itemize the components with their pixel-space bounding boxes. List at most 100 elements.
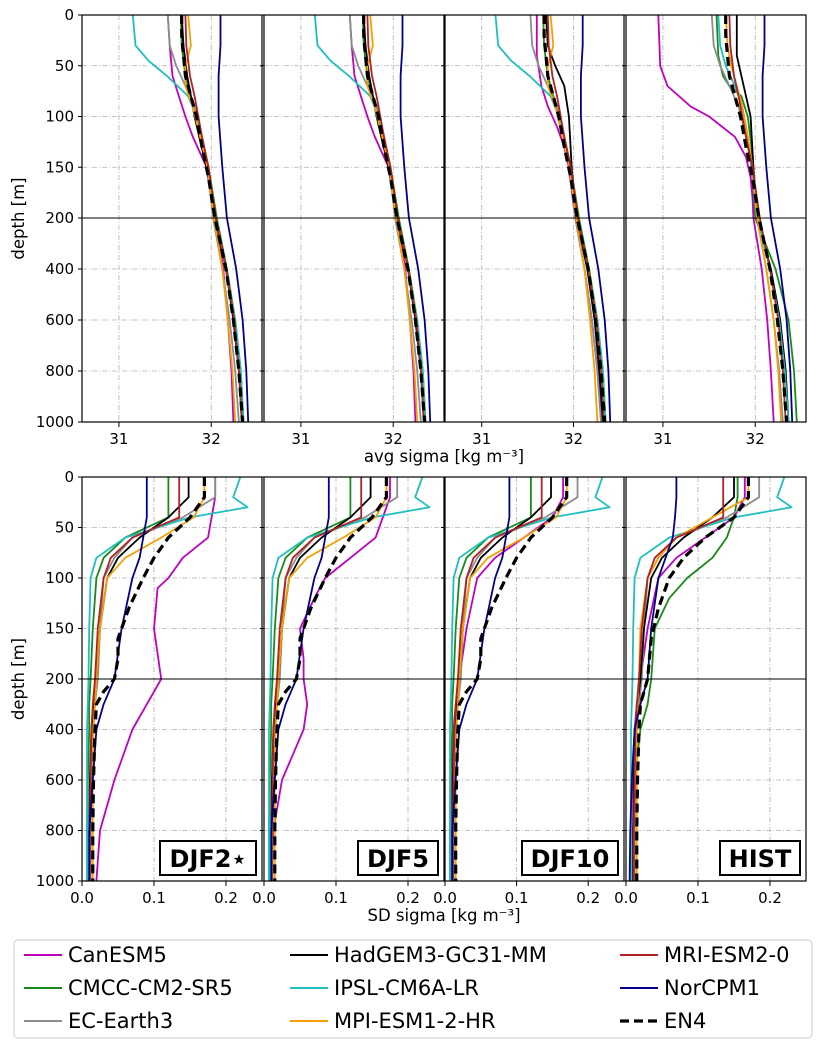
legend-label-hadgem3-gc31-mm: HadGEM3-GC31-MM: [334, 943, 547, 967]
y-axis-label: depth [m]: [9, 177, 28, 259]
x-tick-label: 32: [384, 430, 403, 448]
y-tick-label: 50: [55, 519, 74, 537]
series-line-en4: [542, 15, 607, 422]
panel-label-box: [719, 840, 801, 876]
series-line-norcpm1: [761, 15, 794, 422]
panel-label: DJF10: [531, 845, 610, 873]
legend-label-mri-esm2-0: MRI-ESM2-0: [664, 943, 790, 967]
legend-label-cmcc-cm2-sr5: CMCC-CM2-SR5: [68, 976, 233, 1000]
y-tick-label: 800: [45, 362, 74, 380]
x-tick-label: 0.0: [614, 889, 638, 907]
y-tick-label: 100: [45, 108, 74, 126]
series-line-en4: [273, 477, 388, 881]
series-line-norcpm1: [580, 15, 612, 422]
x-tick-label: 0.2: [758, 889, 782, 907]
legend-label-canesm5: CanESM5: [68, 943, 167, 967]
y-tick-label: 150: [45, 620, 74, 638]
x-tick-label: 32: [746, 430, 765, 448]
series-group: [628, 477, 793, 881]
y-tick-label: 800: [45, 822, 74, 840]
x-tick-label: 0.2: [214, 889, 238, 907]
x-tick-label: 32: [202, 430, 221, 448]
panel-avg-djf10: 31 32: [441, 14, 625, 448]
panel-sd-djf5: 0.0 0.1 0.2 DJF5: [252, 476, 445, 907]
series-line-norcpm1: [399, 15, 432, 422]
series-line-mri-esm2-0: [633, 477, 725, 881]
panel-label-box: [521, 840, 619, 876]
y-tick-label: 200: [45, 209, 74, 227]
y-tick-label: 0: [64, 468, 74, 486]
series-line-mri-esm2-0: [184, 15, 243, 422]
x-tick-label: 0.0: [252, 889, 276, 907]
series-line-canesm5: [657, 15, 775, 422]
series-line-norcpm1: [628, 477, 678, 881]
legend-label-mpi-esm1-2-hr: MPI-ESM1-2-HR: [334, 1009, 496, 1033]
series-line-mpi-esm1-2-hr: [546, 15, 599, 422]
series-line-norcpm1: [217, 15, 250, 422]
y-tick-label: 600: [45, 771, 74, 789]
series-line-mpi-esm1-2-hr: [184, 15, 237, 422]
y-tick-label: 400: [45, 260, 74, 278]
panel-avg-hist: 31 32: [622, 14, 807, 448]
series-line-norcpm1: [270, 477, 330, 881]
panel-label: HIST: [729, 845, 792, 873]
series-line-en4: [724, 15, 789, 422]
y-tick-label: 1000: [36, 413, 74, 431]
y-tick-label: 100: [45, 569, 74, 587]
series-line-en4: [635, 477, 751, 881]
legend-label-en4: EN4: [664, 1009, 706, 1033]
y-tick-label: 1000: [36, 872, 74, 890]
x-tick-label: 0.2: [396, 889, 420, 907]
series-group: [657, 15, 798, 422]
legend-label-norcpm1: NorCPM1: [664, 976, 760, 1000]
x-tick-label: 0.0: [433, 889, 457, 907]
series-line-en4: [91, 477, 206, 881]
x-tick-label: 0.2: [576, 889, 600, 907]
x-axis-label: SD sigma [kg m⁻³]: [367, 906, 520, 925]
panel-label: DJF2⋆: [170, 845, 247, 873]
legend-frame: [13, 939, 813, 1039]
series-group: [86, 477, 249, 881]
x-tick-label: 31: [291, 430, 310, 448]
series-line-norcpm1: [451, 477, 511, 881]
x-tick-label: 0.1: [324, 889, 348, 907]
series-line-mpi-esm1-2-hr: [366, 15, 419, 422]
legend-label-ec-earth3: EC-Earth3: [68, 1009, 173, 1033]
panel-avg-djf2: 31 32: [78, 14, 263, 448]
y-tick-label: 150: [45, 158, 74, 176]
panel-sd-djf2: 0.0 0.1 0.2 DJF2⋆: [70, 476, 263, 907]
series-group: [313, 15, 432, 422]
series-group: [494, 15, 612, 422]
series-line-mri-esm2-0: [366, 15, 425, 422]
series-line-en4: [362, 15, 427, 422]
series-line-ipsl-cm6a-lr: [630, 477, 793, 881]
series-line-en4: [180, 15, 245, 422]
series-line-mri-esm2-0: [546, 15, 605, 422]
series-group: [449, 477, 611, 881]
y-axis-label: depth [m]: [9, 638, 28, 720]
x-tick-label: 0.1: [505, 889, 529, 907]
panel-label-box: [159, 840, 257, 876]
y-tick-label: 600: [45, 311, 74, 329]
y-tick-label: 200: [45, 670, 74, 688]
series-line-mri-esm2-0: [728, 15, 787, 422]
series-line-ipsl-cm6a-lr: [449, 477, 611, 881]
y-tick-label: 0: [64, 6, 74, 24]
x-tick-label: 0.1: [686, 889, 710, 907]
series-line-en4: [454, 477, 569, 881]
x-axis-label: avg sigma [kg m⁻³]: [364, 447, 524, 466]
series-line-ipsl-cm6a-lr: [268, 477, 431, 881]
panel-label-box: [357, 840, 439, 876]
series-line-canesm5: [95, 477, 217, 881]
y-tick-label: 400: [45, 721, 74, 739]
series-group: [131, 15, 250, 422]
series-line-ipsl-cm6a-lr: [86, 477, 249, 881]
x-tick-label: 0.1: [142, 889, 166, 907]
panel-label: DJF5: [367, 845, 429, 873]
panel-sd-hist: 0.0 0.1 0.2 HIST: [614, 476, 807, 907]
series-line-mri-esm2-0: [451, 477, 543, 881]
y-tick-label: 50: [55, 57, 74, 75]
panel-sd-djf10: 0.0 0.1 0.2 DJF10: [433, 476, 625, 907]
